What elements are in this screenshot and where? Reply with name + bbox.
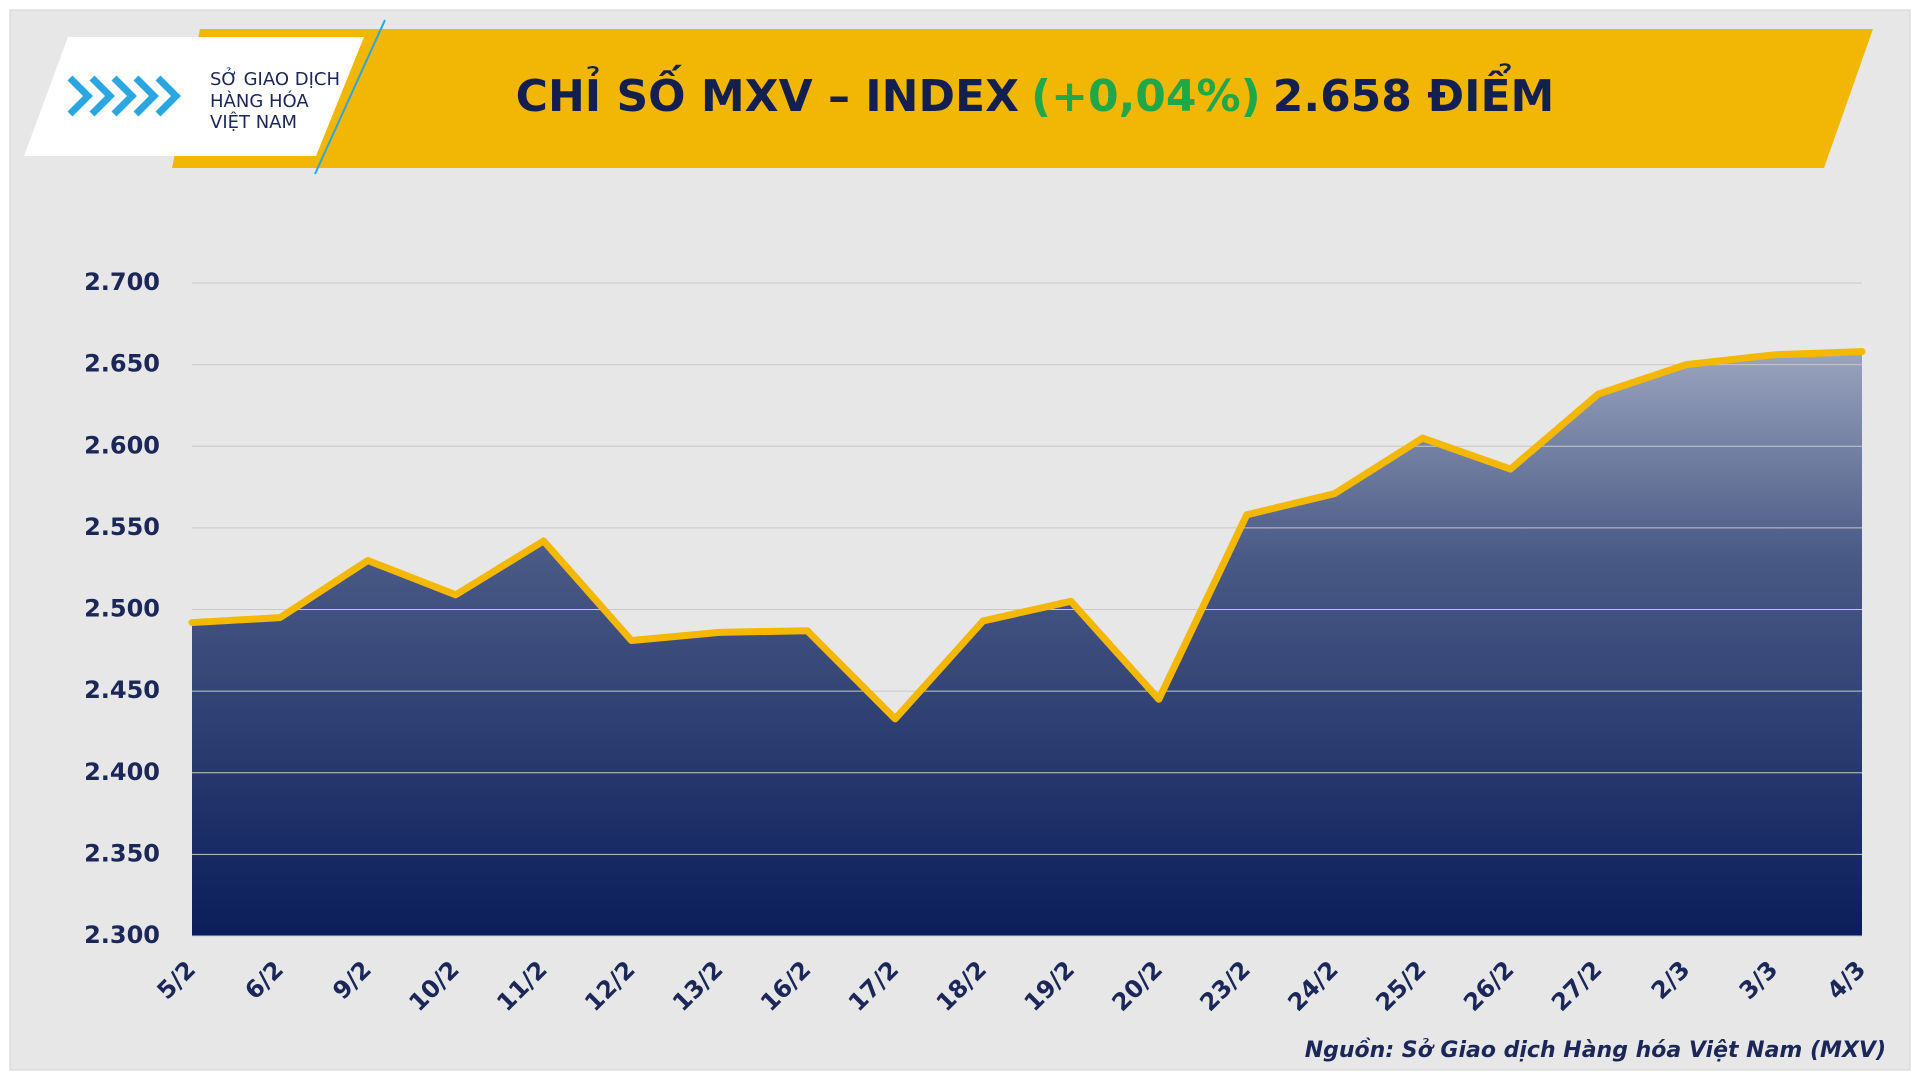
y-tick-label: 2.500 (84, 595, 160, 623)
banner-accent (314, 19, 386, 175)
y-tick-label: 2.300 (84, 921, 160, 949)
y-tick-label: 2.350 (84, 839, 160, 867)
logo-box (24, 37, 364, 156)
title-part: 2.658 ĐIỂM (1273, 62, 1555, 122)
y-tick-label: 2.400 (84, 758, 160, 786)
title-part: CHỈ SỐ MXV – INDEX (516, 64, 1019, 122)
logo-text: HÀNG HÓA (210, 90, 309, 112)
line (188, 348, 1866, 723)
title-part: (+0,04%) (1031, 71, 1261, 122)
y-tick-label: 2.550 (84, 513, 160, 541)
area (192, 351, 1862, 936)
logo-icon (67, 75, 181, 117)
y-tick-label: 2.600 (84, 431, 160, 459)
logo-text: VIỆT NAM (210, 111, 297, 133)
logo-text: SỞ GIAO DỊCH (210, 67, 340, 90)
y-tick-label: 2.650 (84, 350, 160, 378)
chart-title: CHỈ SỐ MXV – INDEX (+0,04%) 2.658 ĐIỂM (516, 62, 1555, 122)
source-note: Nguồn: Sở Giao dịch Hàng hóa Việt Nam (M… (1305, 1038, 1886, 1063)
y-tick-label: 2.450 (84, 676, 160, 704)
y-tick-label: 2.700 (84, 268, 160, 296)
title-banner (172, 29, 1873, 168)
